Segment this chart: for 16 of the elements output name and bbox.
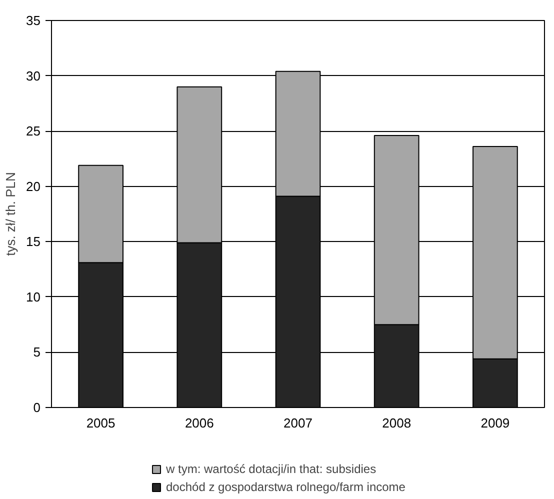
x-tick-label: 2009 bbox=[480, 416, 510, 430]
x-tick-label: 2008 bbox=[382, 416, 412, 430]
y-tick-label: 5 bbox=[33, 344, 41, 360]
x-tick-label: 2005 bbox=[86, 416, 116, 430]
y-tick-label: 0 bbox=[33, 400, 41, 415]
y-tick-label: 20 bbox=[26, 178, 41, 194]
y-tick-label: 10 bbox=[26, 289, 41, 304]
x-tick-label: 2007 bbox=[284, 416, 312, 430]
y-tick-label: 15 bbox=[26, 234, 41, 250]
x-tick-label: 2006 bbox=[184, 416, 214, 430]
y-axis-title: tys. zł/ th. PLN bbox=[3, 172, 18, 256]
y-tick-label: 35 bbox=[26, 13, 41, 28]
y-tick-label: 30 bbox=[26, 68, 41, 84]
y-tick-label: 25 bbox=[26, 124, 41, 139]
legend-label: dochód z gospodarstwa rolnego/farm income bbox=[166, 480, 406, 494]
legend-label: w tym: wartość dotacji/in that: subsidies bbox=[166, 462, 376, 476]
